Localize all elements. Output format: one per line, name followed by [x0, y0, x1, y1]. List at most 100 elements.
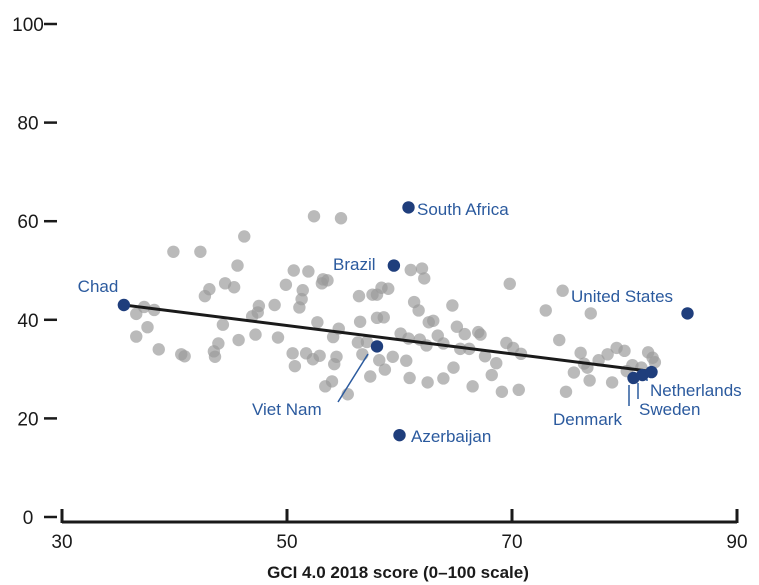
highlighted-points [117, 201, 694, 442]
data-point-77 [421, 376, 434, 389]
data-point-115 [618, 344, 631, 358]
y-tick-label-80: 80 [17, 114, 38, 135]
y-tick-label-0: 0 [23, 508, 34, 529]
y-axis-ticks: 0 20 40 60 80 100 [12, 15, 57, 529]
data-point-102 [553, 333, 566, 347]
data-point-49 [334, 212, 348, 225]
data-point-112 [601, 348, 614, 361]
data-point-97 [503, 277, 516, 291]
label-viet-nam: Viet Nam [252, 400, 322, 419]
data-point-39 [313, 349, 326, 362]
y-tick-label-20: 20 [17, 409, 38, 430]
data-point-27 [279, 278, 293, 291]
data-point-51 [352, 289, 366, 303]
data-point-64 [382, 282, 395, 295]
data-point-25 [268, 298, 281, 312]
highlight-point-chad [117, 298, 131, 312]
data-point-101 [539, 304, 552, 317]
data-point-93 [485, 368, 498, 382]
label-leader-lines [337, 353, 648, 406]
data-point-28 [286, 347, 299, 360]
highlight-point-viet-nam [370, 340, 384, 353]
highlight-point-brazil [387, 259, 401, 272]
data-point-82 [437, 372, 450, 385]
highlight-point-netherlands [645, 365, 658, 379]
data-point-92 [478, 350, 492, 363]
data-point-72 [412, 304, 425, 317]
y-tick-label-40: 40 [17, 311, 38, 332]
data-point-26 [271, 331, 285, 344]
x-tick-label-30: 30 [51, 532, 72, 553]
label-azerbaijan: Azerbaijan [411, 427, 491, 446]
data-point-24 [252, 299, 266, 313]
data-point-56 [364, 370, 377, 383]
data-point-87 [458, 327, 471, 341]
data-point-17 [227, 281, 241, 294]
data-point-54 [356, 348, 369, 361]
scatter-points [130, 210, 662, 401]
data-point-60 [373, 354, 386, 367]
data-point-6 [167, 245, 180, 258]
x-tick-label-70: 70 [501, 532, 522, 553]
label-brazil: Brazil [333, 255, 376, 274]
label-united-states: United States [571, 287, 673, 306]
data-point-103 [556, 284, 569, 297]
data-point-65 [386, 350, 399, 363]
data-point-75 [418, 272, 431, 285]
data-point-89 [466, 380, 479, 393]
x-tick-label-90: 90 [726, 532, 747, 553]
x-axis: 30 50 70 90 [51, 509, 748, 553]
x-axis-label: GCI 4.0 2018 score (0–100 scale) [267, 563, 529, 582]
data-point-52 [351, 336, 365, 349]
data-point-113 [605, 376, 619, 389]
data-point-20 [238, 230, 251, 243]
data-point-110 [584, 307, 597, 320]
data-point-18 [231, 259, 244, 272]
data-point-74 [415, 262, 429, 275]
data-point-22 [249, 328, 262, 341]
data-point-99 [512, 383, 525, 397]
data-point-19 [232, 333, 245, 347]
data-point-47 [330, 350, 343, 363]
label-chad: Chad [78, 277, 119, 296]
data-point-53 [353, 315, 367, 328]
highlight-point-azerbaijan [393, 428, 406, 442]
data-point-79 [427, 314, 440, 327]
data-point-55 [360, 335, 374, 349]
data-point-63 [378, 363, 392, 376]
trend-line [123, 303, 653, 374]
leader-line-0 [337, 353, 369, 403]
data-point-62 [377, 311, 390, 324]
data-point-43 [321, 274, 334, 287]
data-point-95 [495, 385, 509, 398]
point-labels: Chad South Africa Brazil United States Viet … [78, 200, 742, 446]
data-point-109 [583, 374, 596, 387]
data-point-3 [141, 320, 154, 334]
data-point-13 [208, 350, 222, 363]
y-tick-label-100: 100 [12, 15, 44, 36]
data-point-69 [403, 371, 416, 385]
y-tick-label-60: 60 [17, 212, 38, 233]
data-point-35 [302, 265, 315, 278]
data-point-37 [307, 210, 321, 223]
data-point-44 [325, 375, 339, 388]
data-point-38 [311, 316, 324, 329]
data-point-29 [287, 264, 300, 277]
label-sweden: Sweden [639, 400, 700, 419]
label-south-africa: South Africa [417, 200, 509, 219]
data-point-30 [288, 359, 302, 373]
data-point-1 [130, 330, 143, 343]
data-point-5 [152, 343, 165, 356]
data-point-84 [447, 361, 460, 374]
data-point-9 [194, 245, 207, 258]
data-point-70 [404, 263, 417, 277]
data-point-67 [400, 354, 413, 367]
data-point-104 [559, 385, 573, 398]
x-tick-label-50: 50 [276, 532, 297, 553]
data-point-94 [490, 356, 503, 370]
data-point-105 [567, 366, 581, 379]
highlight-point-united-states [681, 307, 694, 320]
label-netherlands: Netherlands [650, 381, 742, 400]
data-point-83 [446, 299, 459, 312]
